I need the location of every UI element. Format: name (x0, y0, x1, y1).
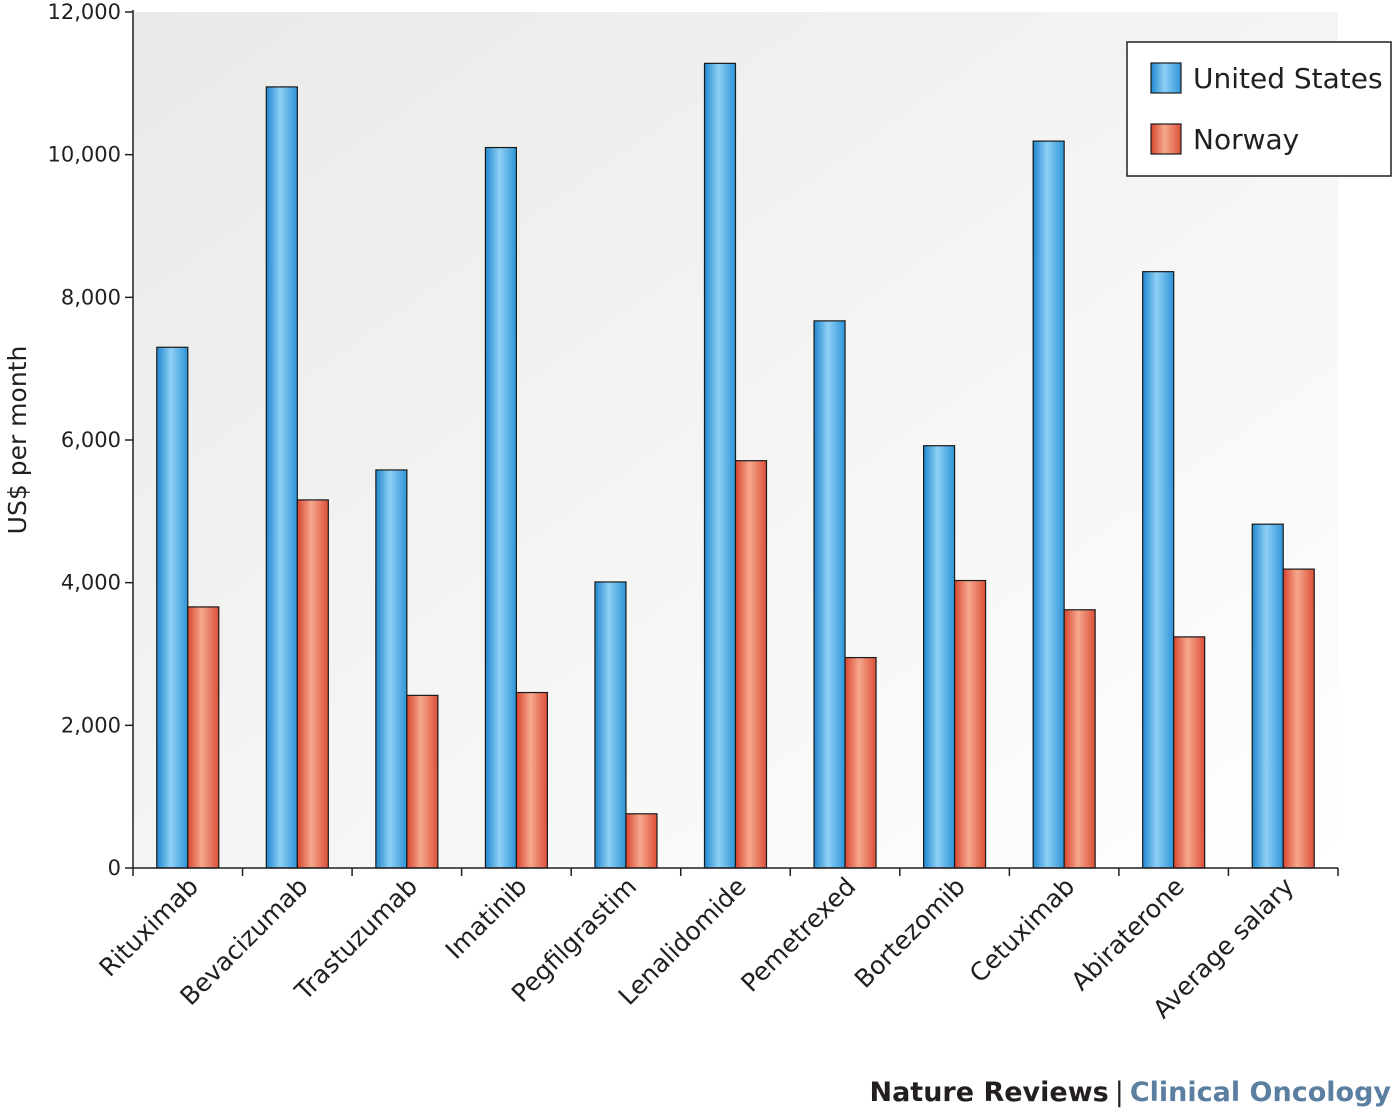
x-tick-label: Cetuximab (964, 872, 1081, 989)
bar-norway-bevacizumab (296, 499, 329, 869)
credit-separator: | (1114, 1077, 1124, 1108)
bar-us-pemetrexed (813, 320, 846, 869)
x-tick-label: Bortezomib (849, 872, 971, 994)
x-tick-label: Imatinib (440, 872, 533, 965)
journal-section: Clinical Oncology (1129, 1077, 1391, 1108)
bar-norway-average-salary (1282, 568, 1315, 869)
y-tick-label: 10,000 (48, 143, 121, 167)
bar-us-bortezomib (922, 445, 956, 869)
x-tick-label: Pemetrexed (735, 872, 861, 998)
journal-credit: Nature Reviews | Clinical Oncology (869, 1077, 1391, 1108)
legend-label-us: United States (1193, 62, 1383, 95)
legend-swatch-norway (1150, 123, 1182, 155)
journal-name: Nature Reviews (869, 1077, 1109, 1108)
y-tick-label: 4,000 (61, 571, 121, 595)
x-tick-label: Abiraterone (1066, 872, 1190, 996)
bar-norway-bortezomib (953, 579, 987, 869)
bar-norway-rituximab (187, 606, 220, 869)
y-tick-label: 12,000 (48, 0, 121, 24)
y-tick-label: 6,000 (61, 428, 121, 452)
x-tick-label: Rituximab (94, 872, 204, 982)
bar-norway-lenalidomide (734, 460, 768, 869)
y-ticks-group: 0 2,000 4,000 6,000 8,000 10,000 12,000 (48, 0, 133, 880)
bar-norway-trastuzumab (406, 694, 439, 869)
bar-norway-pegfilgrastim (625, 813, 658, 869)
bar-us-average-salary (1251, 523, 1284, 869)
bar-us-abiraterone (1142, 271, 1175, 869)
y-tick-label: 8,000 (61, 285, 121, 309)
bar-norway-imatinib (515, 691, 549, 869)
bar-norway-abiraterone (1173, 636, 1206, 869)
bar-norway-pemetrexed (844, 656, 877, 869)
bar-us-trastuzumab (375, 469, 408, 869)
bars-group (156, 62, 1315, 869)
bar-us-bevacizumab (265, 86, 298, 869)
y-tick-label: 2,000 (61, 713, 121, 737)
bar-us-lenalidomide (703, 62, 737, 869)
y-tick-label: 0 (108, 856, 121, 880)
legend-swatch-us (1150, 62, 1182, 94)
legend-label-norway: Norway (1193, 123, 1299, 156)
bar-us-imatinib (484, 146, 518, 869)
bar-us-pegfilgrastim (594, 581, 627, 869)
bar-us-rituximab (156, 346, 189, 869)
bar-us-cetuximab (1032, 140, 1065, 869)
y-axis-title: US$ per month (3, 346, 32, 535)
bar-norway-cetuximab (1063, 609, 1096, 869)
legend: United States Norway (1126, 41, 1392, 177)
